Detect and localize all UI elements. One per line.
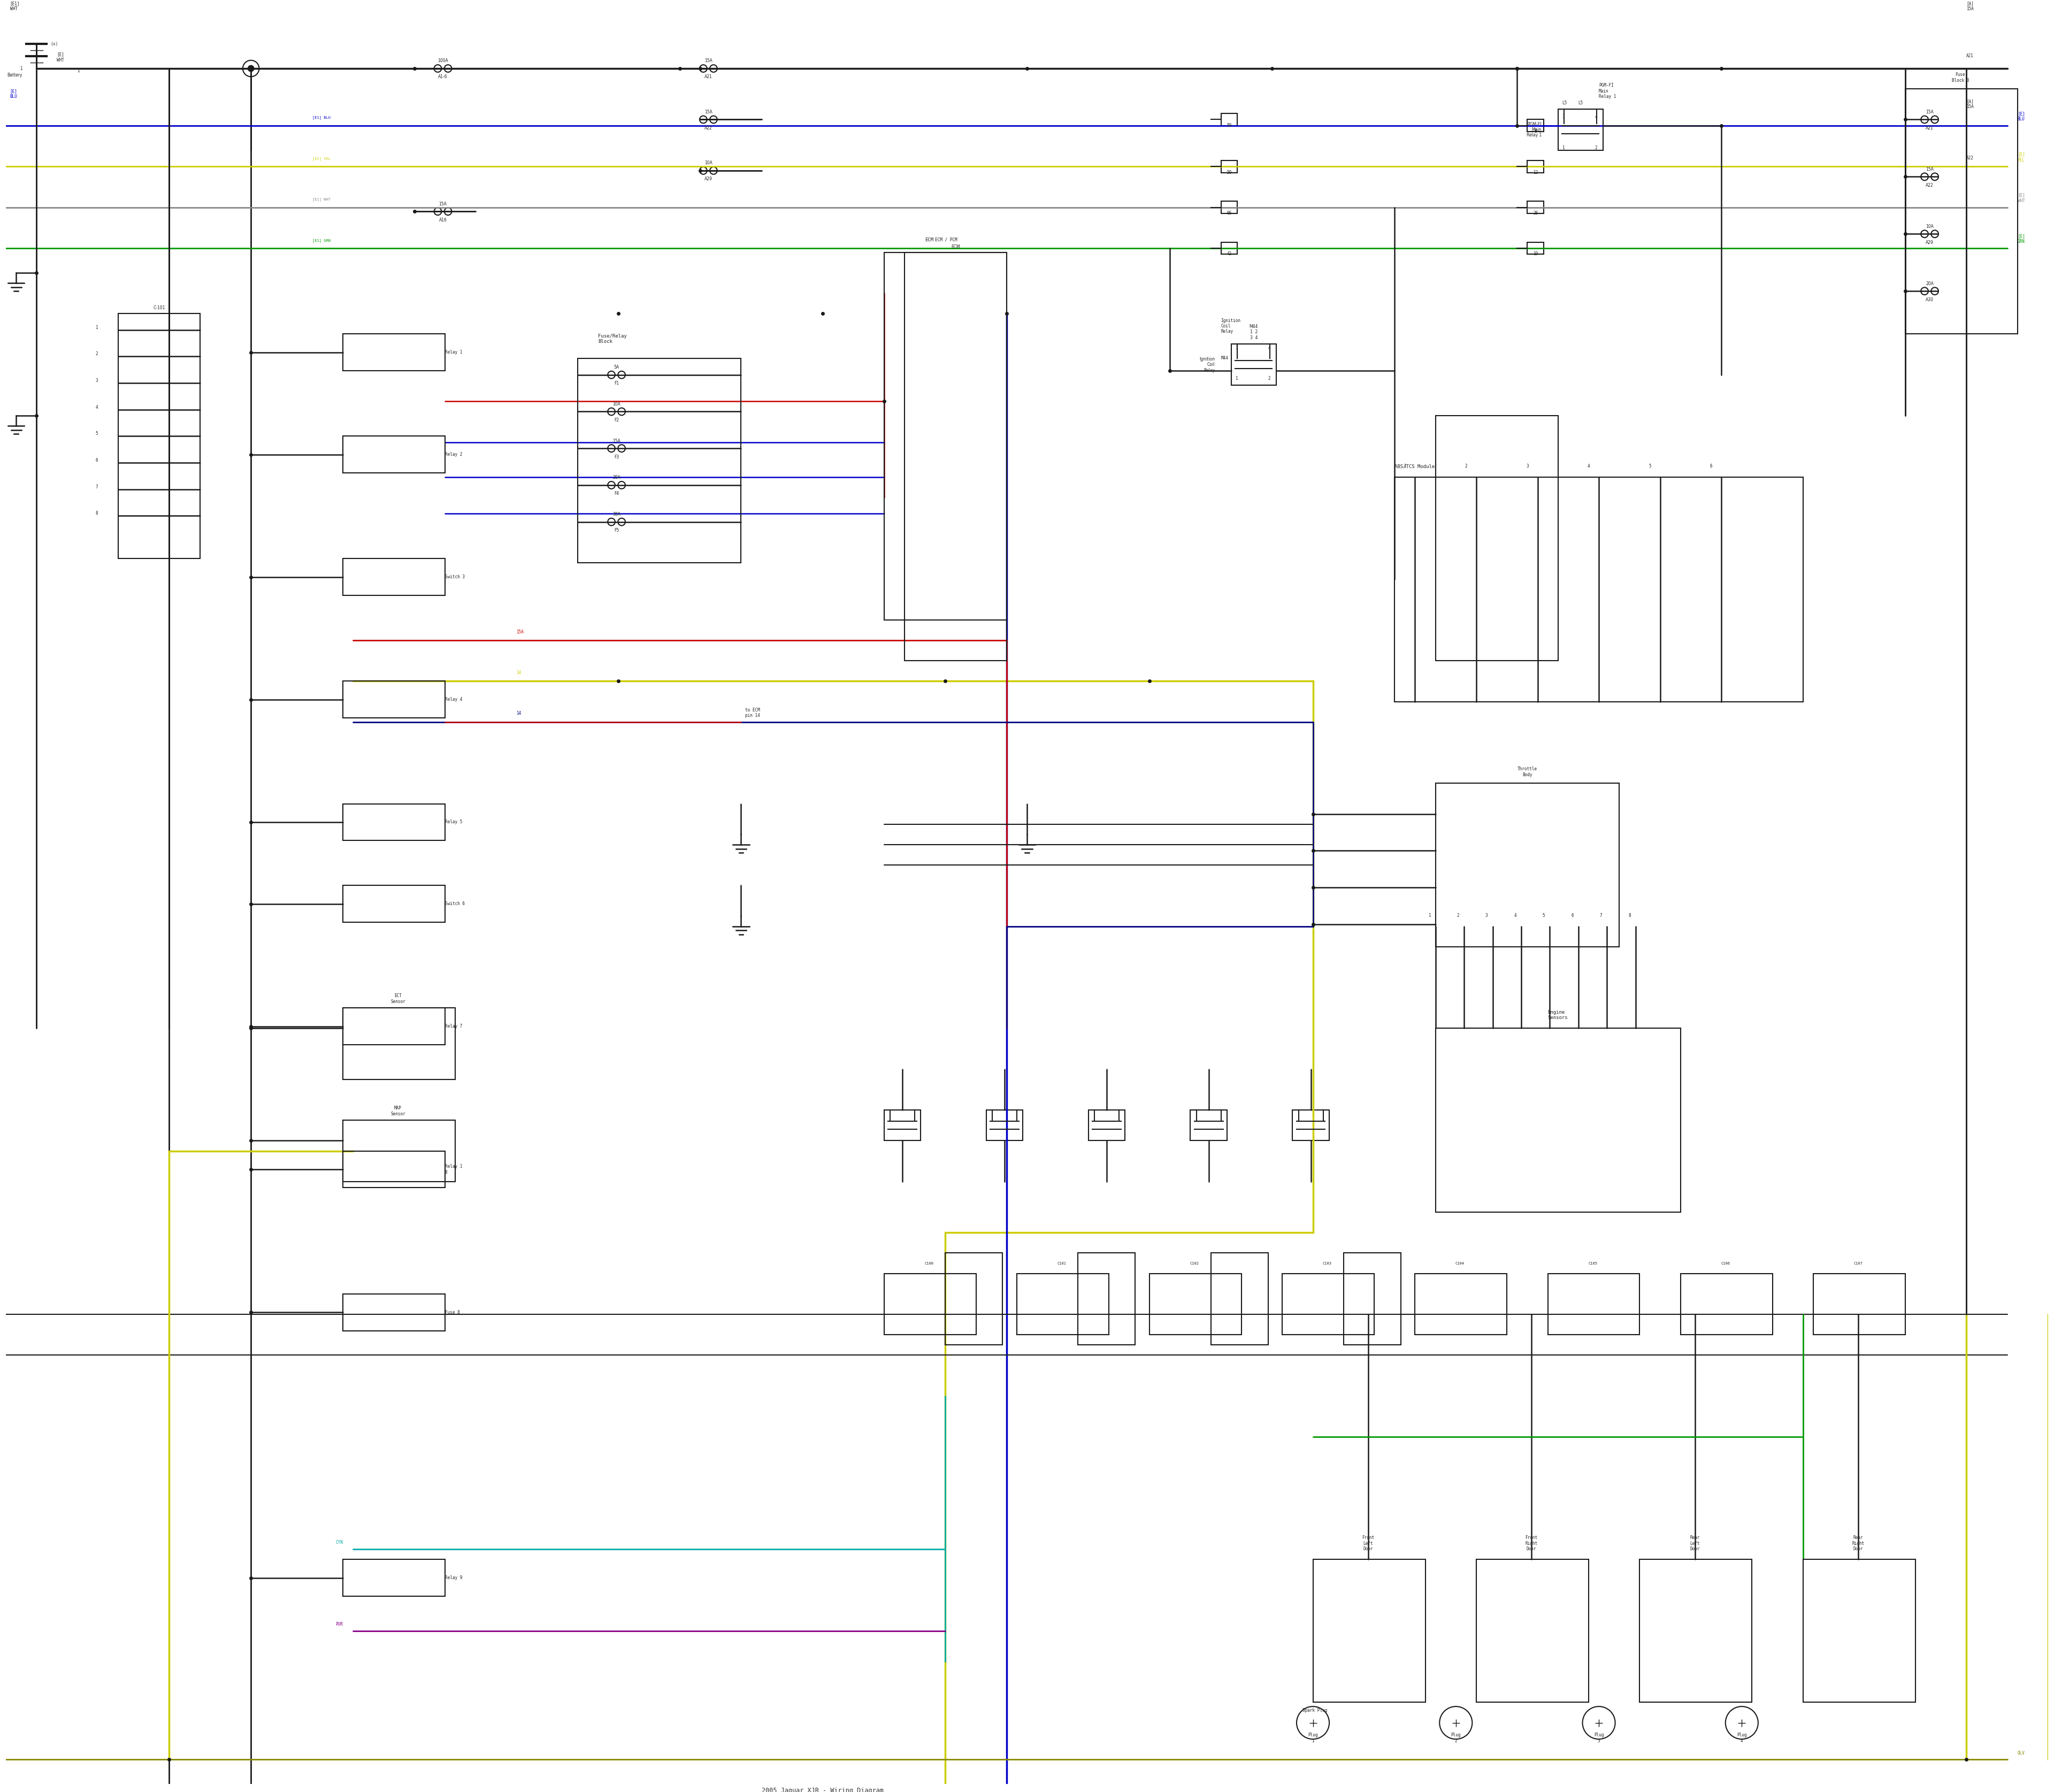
Circle shape <box>249 66 255 72</box>
Text: 7: 7 <box>94 484 99 489</box>
Text: 8: 8 <box>1534 129 1536 134</box>
Text: Fuse 8: Fuse 8 <box>446 1310 460 1315</box>
Bar <box>1395 477 1803 702</box>
Bar <box>1639 1559 1752 1702</box>
Bar <box>1089 1109 1126 1142</box>
Text: M44: M44 <box>1220 357 1228 360</box>
Text: 1: 1 <box>94 324 99 330</box>
Text: [E1] YEL: [E1] YEL <box>312 156 331 159</box>
Text: [E1] GRN: [E1] GRN <box>312 238 331 242</box>
Text: C104: C104 <box>1456 1262 1465 1265</box>
Text: A29: A29 <box>1927 240 1933 246</box>
Bar <box>1477 1559 1588 1702</box>
Bar <box>343 1150 446 1188</box>
Bar <box>1528 201 1545 213</box>
Text: A21: A21 <box>705 75 713 79</box>
Text: A22: A22 <box>705 125 713 131</box>
Text: 15A: 15A <box>516 629 524 634</box>
Text: PUR: PUR <box>335 1622 343 1627</box>
Text: 6: 6 <box>1709 464 1713 470</box>
Text: Plug
2: Plug 2 <box>1450 1733 1460 1744</box>
Bar <box>1191 1109 1226 1142</box>
Bar <box>343 1007 456 1079</box>
Text: [E]
WHT: [E] WHT <box>2017 194 2025 202</box>
Text: Battery: Battery <box>6 72 23 77</box>
Text: CYN: CYN <box>335 1541 343 1545</box>
Text: 6: 6 <box>94 457 99 462</box>
Bar <box>343 435 446 473</box>
Text: 1: 1 <box>1563 145 1565 151</box>
Text: [A]
15A: [A] 15A <box>1966 99 1974 109</box>
Bar <box>986 1109 1023 1142</box>
Bar <box>343 681 446 719</box>
Text: 66: 66 <box>1226 211 1232 215</box>
Text: MAP
Sensor: MAP Sensor <box>390 1106 405 1116</box>
Bar <box>1803 1559 1916 1702</box>
Text: to ECM
pin 14: to ECM pin 14 <box>746 708 760 719</box>
Text: L5: L5 <box>1563 100 1567 106</box>
Text: A21: A21 <box>1966 54 1974 59</box>
Text: C103: C103 <box>1323 1262 1331 1265</box>
Text: [E1] BLU: [E1] BLU <box>312 116 331 120</box>
Text: Ignition
Coil
Relay: Ignition Coil Relay <box>1200 357 1214 373</box>
Bar <box>1220 201 1237 213</box>
Bar <box>945 1253 1002 1346</box>
Text: 15A: 15A <box>705 109 713 115</box>
Text: A22: A22 <box>1927 183 1933 188</box>
Bar <box>343 1120 456 1181</box>
Text: 14: 14 <box>516 711 522 717</box>
Text: [E1]
WHT: [E1] WHT <box>10 2 21 11</box>
Bar <box>1313 1559 1425 1702</box>
Text: 42: 42 <box>1226 251 1232 256</box>
Text: C102: C102 <box>1189 1262 1200 1265</box>
Text: Switch 6: Switch 6 <box>446 901 464 907</box>
Text: 3: 3 <box>1526 464 1528 470</box>
Bar <box>883 1109 920 1142</box>
Bar <box>1436 416 1559 661</box>
Bar <box>1559 109 1602 151</box>
Bar <box>1528 159 1545 172</box>
Text: 3: 3 <box>1234 346 1239 349</box>
Text: 4: 4 <box>1594 115 1598 120</box>
Text: 15A: 15A <box>1927 109 1933 115</box>
Text: Relay 7: Relay 7 <box>446 1023 462 1029</box>
Text: ECT
Sensor: ECT Sensor <box>390 993 405 1004</box>
Text: 6: 6 <box>1571 914 1573 918</box>
Text: Relay 5: Relay 5 <box>446 819 462 824</box>
Text: A22: A22 <box>1966 156 1974 159</box>
Text: C107: C107 <box>1853 1262 1863 1265</box>
Bar <box>1210 1253 1267 1346</box>
Bar <box>1549 1274 1639 1335</box>
Text: F4: F4 <box>614 491 618 496</box>
Text: ECM: ECM <box>951 244 959 249</box>
Text: C106: C106 <box>1721 1262 1729 1265</box>
Text: M44
1  2
3  4: M44 1 2 3 4 <box>1249 324 1257 340</box>
Text: 20A: 20A <box>1927 281 1933 287</box>
Text: 20A: 20A <box>612 475 620 480</box>
Text: Front
Right
Door: Front Right Door <box>1526 1536 1538 1552</box>
Text: (+): (+) <box>51 41 58 47</box>
Text: 30A: 30A <box>612 513 620 516</box>
Text: 2: 2 <box>94 351 99 357</box>
Bar <box>1150 1274 1241 1335</box>
Text: 15A: 15A <box>612 439 620 443</box>
Text: ECM / PCM: ECM / PCM <box>935 237 957 242</box>
Text: 59: 59 <box>1226 124 1232 127</box>
Text: Front
Left
Door: Front Left Door <box>1362 1536 1374 1552</box>
Text: [E]
BLU: [E] BLU <box>10 90 16 99</box>
Bar <box>343 805 446 840</box>
Text: C-101: C-101 <box>154 306 164 310</box>
Text: Rear
Left
Door: Rear Left Door <box>1690 1536 1701 1552</box>
Bar <box>1292 1109 1329 1142</box>
Bar <box>343 885 446 923</box>
Text: 14: 14 <box>516 670 522 676</box>
Text: Relay 1: Relay 1 <box>446 349 462 355</box>
Bar <box>1528 120 1545 133</box>
Bar <box>343 1007 446 1045</box>
Text: [E]
WHT: [E] WHT <box>58 52 64 63</box>
Text: 2: 2 <box>1456 914 1458 918</box>
Text: 2: 2 <box>1465 464 1467 470</box>
Bar <box>1906 90 2017 333</box>
Text: 2: 2 <box>1594 145 1598 151</box>
Text: Engine
Sensors: Engine Sensors <box>1549 1011 1567 1020</box>
